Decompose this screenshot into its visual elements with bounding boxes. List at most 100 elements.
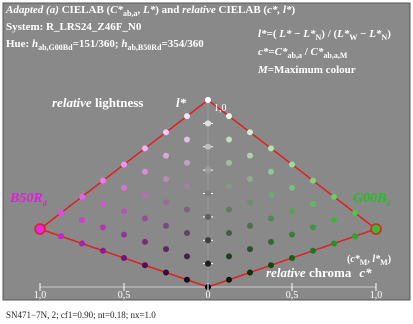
tick-label: 0,5 [118,290,131,301]
color-sample [163,222,169,229]
color-sample [289,184,295,191]
color-sample [184,113,190,120]
color-sample [184,206,190,213]
title: Adapted (a) CIELAB (C*ab,a, L*) and rela… [5,4,296,18]
panel [2,2,411,301]
color-sample [331,217,337,224]
color-sample [226,136,232,143]
color-sample [205,190,211,197]
color-sample [247,129,253,136]
color-sample [184,136,190,143]
color-sample [100,247,106,254]
color-sample [205,167,211,174]
color-sample [142,168,148,175]
color-sample [100,201,106,207]
axis-ticks: 1,0 0,5 0 0,5 1,0 [34,283,383,301]
color-sample [310,247,316,254]
chroma-axis-label: relative chroma c* [266,265,372,280]
color-sample [352,209,358,216]
color-sample [289,231,295,238]
color-sample [268,215,274,222]
color-sample [247,176,253,182]
color-sample [184,230,190,236]
top-value: 1,0 [214,103,227,114]
color-sample [184,159,190,166]
color-sample [79,217,85,224]
color-sample [247,152,253,159]
color-sample [121,255,127,261]
color-sample [163,176,169,182]
color-sample [58,209,64,216]
color-sample [184,276,190,283]
color-sample [268,145,274,152]
color-sample [226,183,232,190]
color-sample [268,168,274,175]
color-sample [268,192,274,199]
color-sample [268,262,274,269]
color-sample [163,246,169,253]
color-sample [268,238,274,245]
color-sample [289,208,295,215]
left-hue-label: B50Rd [9,191,48,208]
max-colour [34,223,46,235]
color-sample [184,183,190,190]
color-sample [226,206,232,213]
color-sample [142,215,148,222]
color-sample [226,230,232,236]
color-sample [226,159,232,166]
plot [34,97,382,290]
color-sample [58,233,64,240]
color-sample [205,213,211,220]
color-sample [226,253,232,260]
color-sample [163,129,169,136]
color-sample [121,208,127,215]
color-sample [331,193,337,200]
color-sample [289,255,295,261]
color-sample [247,222,253,229]
color-sample [310,177,316,184]
color-sample [121,231,127,238]
color-sample [121,184,127,191]
color-sample [121,161,127,168]
color-sample [352,233,358,240]
color-sample [163,269,169,276]
color-sample [310,224,316,231]
color-sample [79,240,85,247]
right-hue-label: G00Bd [353,191,391,208]
color-sample [331,240,337,247]
color-sample [247,199,253,206]
formula-lightness: l*=( L* − L*N) / (L*W − L*N) [258,28,391,42]
color-sample [205,143,211,150]
max-colour [370,223,382,235]
color-sample [100,224,106,231]
color-sample [184,253,190,260]
color-sample [79,193,85,200]
system: System: R_LRS24_Z46F_N0 [6,21,142,33]
footer: SN471−7N, 2; cf1=0.90; nt=0.18; nx=1.0 [6,310,156,320]
formula-maximum: M=Maximum colour [257,64,356,76]
color-sample [226,113,232,120]
color-sample [205,97,211,103]
max-point-label: (c*M, l*M) [347,254,391,267]
color-sample [100,177,106,184]
tick-label: 0,5 [286,290,299,301]
color-sample [163,199,169,206]
tick-label: 0 [206,290,211,301]
color-sample [142,192,148,199]
color-sample [247,246,253,253]
color-sample [142,262,148,269]
color-sample [226,276,232,283]
tick-label: 1,0 [34,290,47,301]
color-sample [310,201,316,207]
lightness-axis-label: relative lightness l* [52,95,187,110]
color-sample [205,260,211,267]
color-sample [205,120,211,127]
color-sample [142,238,148,245]
color-sample [205,237,211,244]
color-sample [247,269,253,276]
color-sample [142,145,148,152]
tick-label: 1,0 [370,290,383,301]
color-sample [163,152,169,159]
color-sample [289,161,295,168]
